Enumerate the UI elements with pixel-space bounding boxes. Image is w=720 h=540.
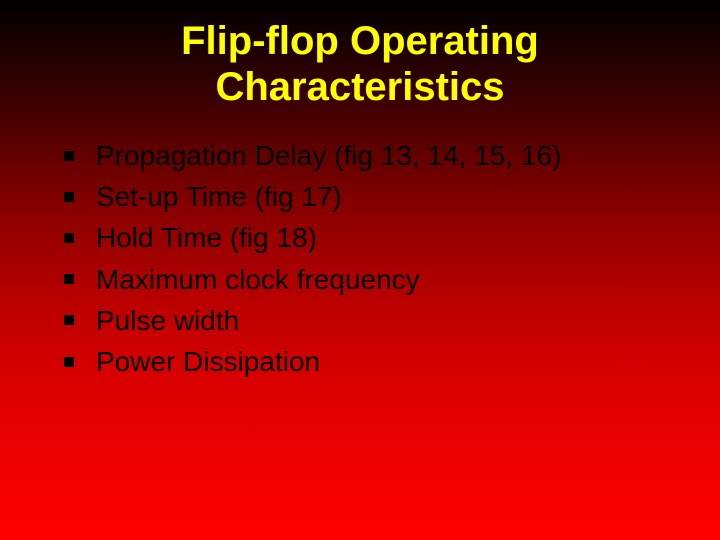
list-item: Maximum clock frequency (64, 260, 680, 299)
bullet-text: Power Dissipation (96, 342, 320, 381)
square-bullet-icon (64, 233, 74, 243)
square-bullet-icon (64, 192, 74, 202)
slide-title: Flip-flop Operating Characteristics (40, 18, 680, 110)
list-item: Power Dissipation (64, 342, 680, 381)
square-bullet-icon (64, 315, 74, 325)
bullet-list: Propagation Delay (fig 13, 14, 15, 16) S… (40, 136, 680, 381)
list-item: Pulse width (64, 301, 680, 340)
square-bullet-icon (64, 357, 74, 367)
bullet-text: Propagation Delay (fig 13, 14, 15, 16) (96, 136, 561, 175)
title-line-2: Characteristics (40, 64, 680, 110)
bullet-text: Pulse width (96, 301, 239, 340)
square-bullet-icon (64, 274, 74, 284)
list-item: Hold Time (fig 18) (64, 218, 680, 257)
title-line-1: Flip-flop Operating (40, 18, 680, 64)
bullet-text: Hold Time (fig 18) (96, 218, 317, 257)
bullet-text: Maximum clock frequency (96, 260, 420, 299)
list-item: Set-up Time (fig 17) (64, 177, 680, 216)
list-item: Propagation Delay (fig 13, 14, 15, 16) (64, 136, 680, 175)
slide: Flip-flop Operating Characteristics Prop… (0, 0, 720, 540)
bullet-text: Set-up Time (fig 17) (96, 177, 342, 216)
square-bullet-icon (64, 151, 74, 161)
